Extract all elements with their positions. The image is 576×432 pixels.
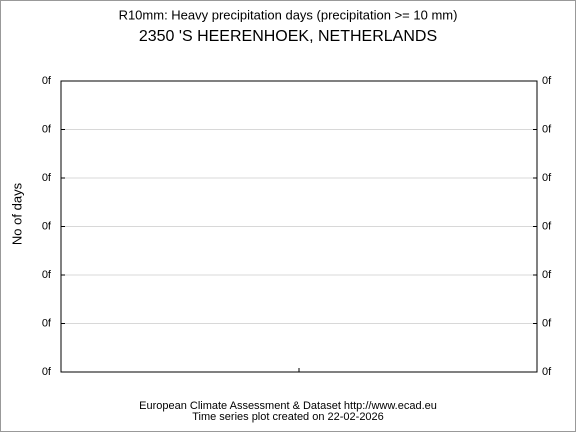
y2-tick-label: 0f	[542, 75, 552, 87]
y-tick-label: 0f	[42, 75, 52, 87]
y2-tick-label: 0f	[542, 220, 552, 232]
y2-tick-label: 0f	[542, 172, 552, 184]
y2-tick-label: 0f	[542, 366, 552, 378]
footer: European Climate Assessment & Dataset ht…	[139, 400, 437, 412]
y-axis-label: No of days	[9, 182, 24, 245]
chart-subtitle: 2350 'S HEERENHOEK, NETHERLANDS	[139, 28, 437, 45]
y2-tick-label: 0f	[542, 317, 552, 329]
y-tick-label: 0f	[42, 220, 52, 232]
y-tick-label: 0f	[42, 366, 52, 378]
y-tick-label: 0f	[42, 123, 52, 135]
y2-tick-label: 0f	[542, 123, 552, 135]
y-tick-label: 0f	[42, 269, 52, 281]
y2-tick-label: 0f	[542, 269, 552, 281]
footer: Time series plot created on 22-02-2026	[192, 411, 384, 423]
chart-title: R10mm: Heavy precipitation days (precipi…	[119, 7, 458, 22]
y-tick-label: 0f	[42, 172, 52, 184]
y-tick-label: 0f	[42, 317, 52, 329]
